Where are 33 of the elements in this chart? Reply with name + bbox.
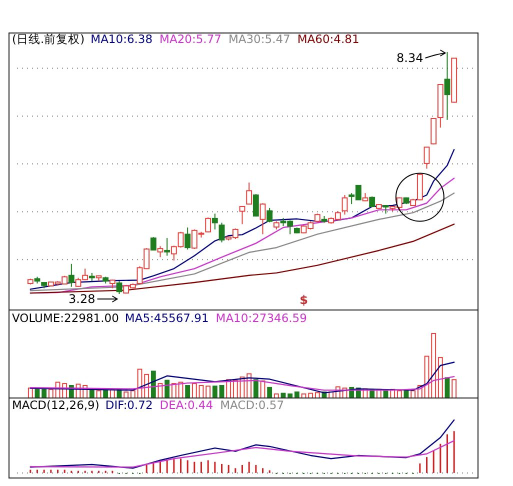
text: MA10:6.38 [90, 32, 153, 46]
candlestick [212, 213, 218, 230]
text: DEA:0.44 [160, 398, 214, 412]
bar [124, 392, 129, 398]
text: MA60:4.81 [297, 32, 360, 46]
bar [42, 388, 47, 398]
annotation: 8.34 [396, 51, 424, 65]
annotation: 3.28 [68, 292, 96, 306]
bar [267, 386, 272, 398]
bar [438, 357, 443, 398]
bar [294, 392, 300, 398]
chart-title: VOLUME:22981.00 [12, 311, 119, 325]
bar [314, 392, 320, 398]
bar [206, 386, 211, 398]
candlestick [68, 263, 74, 288]
text: DIF:0.72 [105, 398, 153, 412]
chart-subtitle: MACD:0.57 [220, 398, 284, 412]
bar [253, 379, 258, 398]
bar [212, 386, 218, 398]
annotation: $ [300, 293, 308, 307]
text: MA10:27346.59 [216, 311, 307, 325]
bar [431, 333, 436, 398]
candlestick [444, 52, 450, 120]
text: MA20:5.77 [160, 32, 222, 46]
bar [192, 383, 197, 398]
text: MA5:45567.91 [124, 311, 209, 325]
chart-title: MACD(12,26,9) [12, 398, 100, 412]
bar [164, 380, 170, 398]
chart-title: (日线.前复权) [12, 32, 85, 46]
text: MA30:5.47 [228, 32, 290, 46]
bar [185, 385, 190, 398]
bar [452, 379, 457, 398]
bar [48, 388, 54, 398]
